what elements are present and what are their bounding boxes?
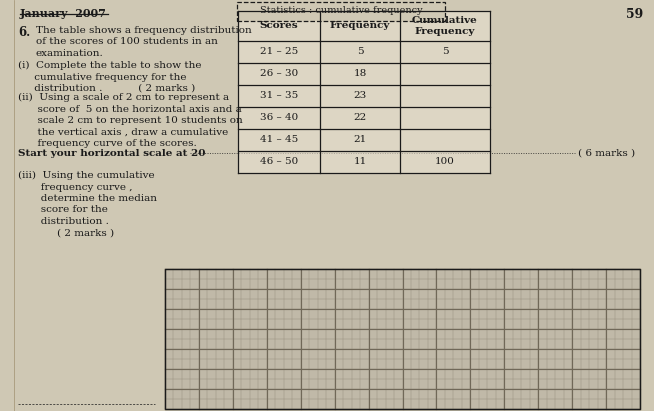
- Text: frequency curve of the scores.: frequency curve of the scores.: [18, 139, 197, 148]
- Text: ( 2 marks ): ( 2 marks ): [18, 229, 114, 238]
- Text: 11: 11: [353, 157, 367, 166]
- Text: 41 – 45: 41 – 45: [260, 136, 298, 145]
- Text: 31 – 35: 31 – 35: [260, 92, 298, 101]
- Text: 21: 21: [353, 136, 367, 145]
- Text: The table shows a frequency distribution: The table shows a frequency distribution: [36, 26, 252, 35]
- Text: scale 2 cm to represent 10 students on: scale 2 cm to represent 10 students on: [18, 116, 243, 125]
- Text: cumulative frequency for the: cumulative frequency for the: [18, 72, 186, 81]
- Text: 23: 23: [353, 92, 367, 101]
- Text: Scores: Scores: [260, 21, 298, 30]
- Text: 59: 59: [626, 8, 643, 21]
- Text: 6.: 6.: [18, 26, 30, 39]
- Text: Start your horizontal scale at 20: Start your horizontal scale at 20: [18, 149, 205, 158]
- Text: frequency curve ,: frequency curve ,: [18, 182, 133, 192]
- Text: (ii)  Using a scale of 2 cm to represent a: (ii) Using a scale of 2 cm to represent …: [18, 93, 229, 102]
- Text: 5: 5: [356, 48, 364, 56]
- Text: 26 – 30: 26 – 30: [260, 69, 298, 79]
- FancyBboxPatch shape: [237, 2, 445, 21]
- Text: 100: 100: [435, 157, 455, 166]
- Text: Frequency: Frequency: [330, 21, 390, 30]
- Bar: [165, 269, 640, 409]
- Text: 5: 5: [441, 48, 448, 56]
- Text: determine the median: determine the median: [18, 194, 157, 203]
- Text: score for the: score for the: [18, 206, 108, 215]
- Bar: [238, 11, 490, 173]
- Text: of the scores of 100 students in an: of the scores of 100 students in an: [36, 37, 218, 46]
- Text: examination.: examination.: [36, 49, 104, 58]
- Text: (iii)  Using the cumulative: (iii) Using the cumulative: [18, 171, 154, 180]
- Text: the vertical axis , draw a cumulative: the vertical axis , draw a cumulative: [18, 127, 228, 136]
- Text: 46 – 50: 46 – 50: [260, 157, 298, 166]
- Text: 21 – 25: 21 – 25: [260, 48, 298, 56]
- Text: score of  5 on the horizontal axis and a: score of 5 on the horizontal axis and a: [18, 104, 242, 113]
- Text: 22: 22: [353, 113, 367, 122]
- Text: January  2007: January 2007: [20, 8, 107, 19]
- Text: Cumulative
Frequency: Cumulative Frequency: [412, 16, 478, 36]
- Text: Statistics : cumulative frequency: Statistics : cumulative frequency: [260, 6, 422, 15]
- Text: distribution .           ( 2 marks ): distribution . ( 2 marks ): [18, 84, 196, 93]
- Text: distribution .: distribution .: [18, 217, 109, 226]
- Text: 18: 18: [353, 69, 367, 79]
- Text: (i)  Complete the table to show the: (i) Complete the table to show the: [18, 61, 201, 70]
- Text: ( 6 marks ): ( 6 marks ): [578, 149, 635, 158]
- Text: 36 – 40: 36 – 40: [260, 113, 298, 122]
- Bar: [165, 269, 640, 409]
